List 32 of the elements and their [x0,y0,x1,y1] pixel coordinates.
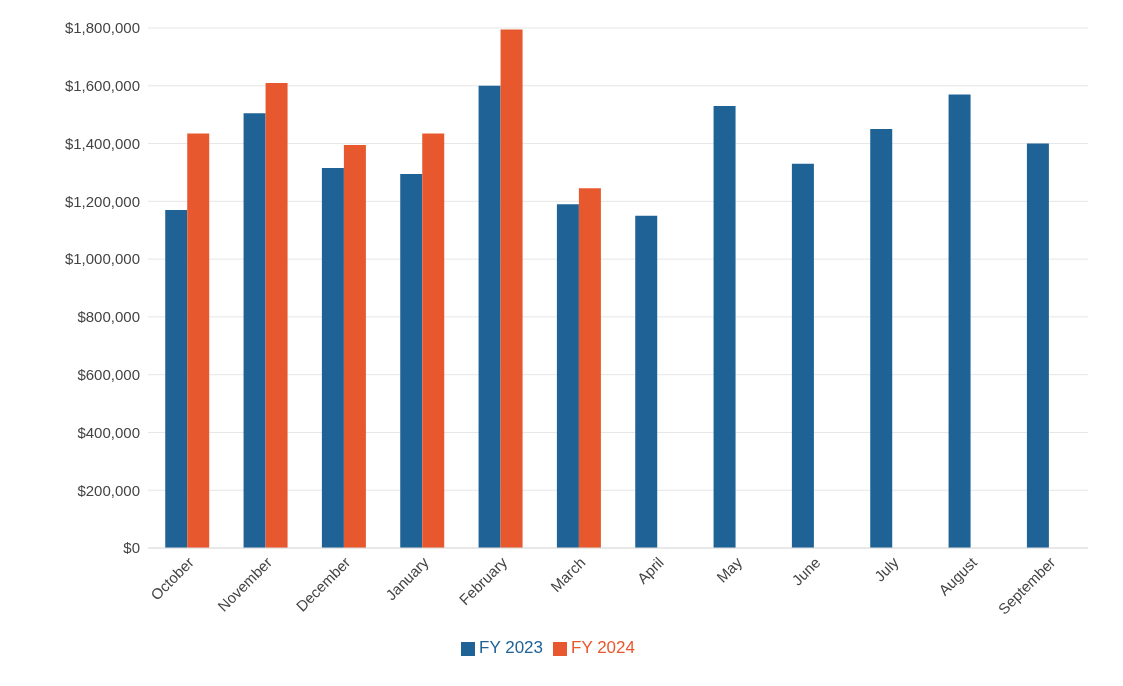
y-tick-label: $200,000 [77,481,140,499]
bar [791,163,814,548]
y-tick-label: $800,000 [77,308,140,326]
bar [635,215,658,548]
bar [478,85,501,548]
y-tick-label: $1,200,000 [64,192,140,210]
x-tick-label: May [713,553,746,586]
bar [243,113,266,548]
legend-label: FY 2024 [571,638,635,657]
bar [713,106,736,548]
legend-label: FY 2023 [479,638,543,657]
bar [343,145,366,548]
y-tick-label: $600,000 [77,365,140,383]
x-tick-label: July [870,553,903,585]
bar [870,129,893,548]
y-tick-label: $1,000,000 [64,250,140,268]
y-tick-label: $1,600,000 [64,77,140,95]
bar [400,173,423,548]
bar [321,168,344,548]
bar [165,210,188,548]
y-tick-label: $400,000 [77,423,140,441]
bar [265,82,288,548]
bar [500,29,523,548]
bar [1026,143,1049,548]
y-tick-label: $1,800,000 [64,19,140,37]
bar [578,188,601,548]
y-tick-label: $1,400,000 [64,134,140,152]
bar [556,204,579,548]
bar [948,94,971,548]
bar [422,133,445,548]
bar [187,133,210,548]
y-tick-label: $0 [123,539,140,557]
